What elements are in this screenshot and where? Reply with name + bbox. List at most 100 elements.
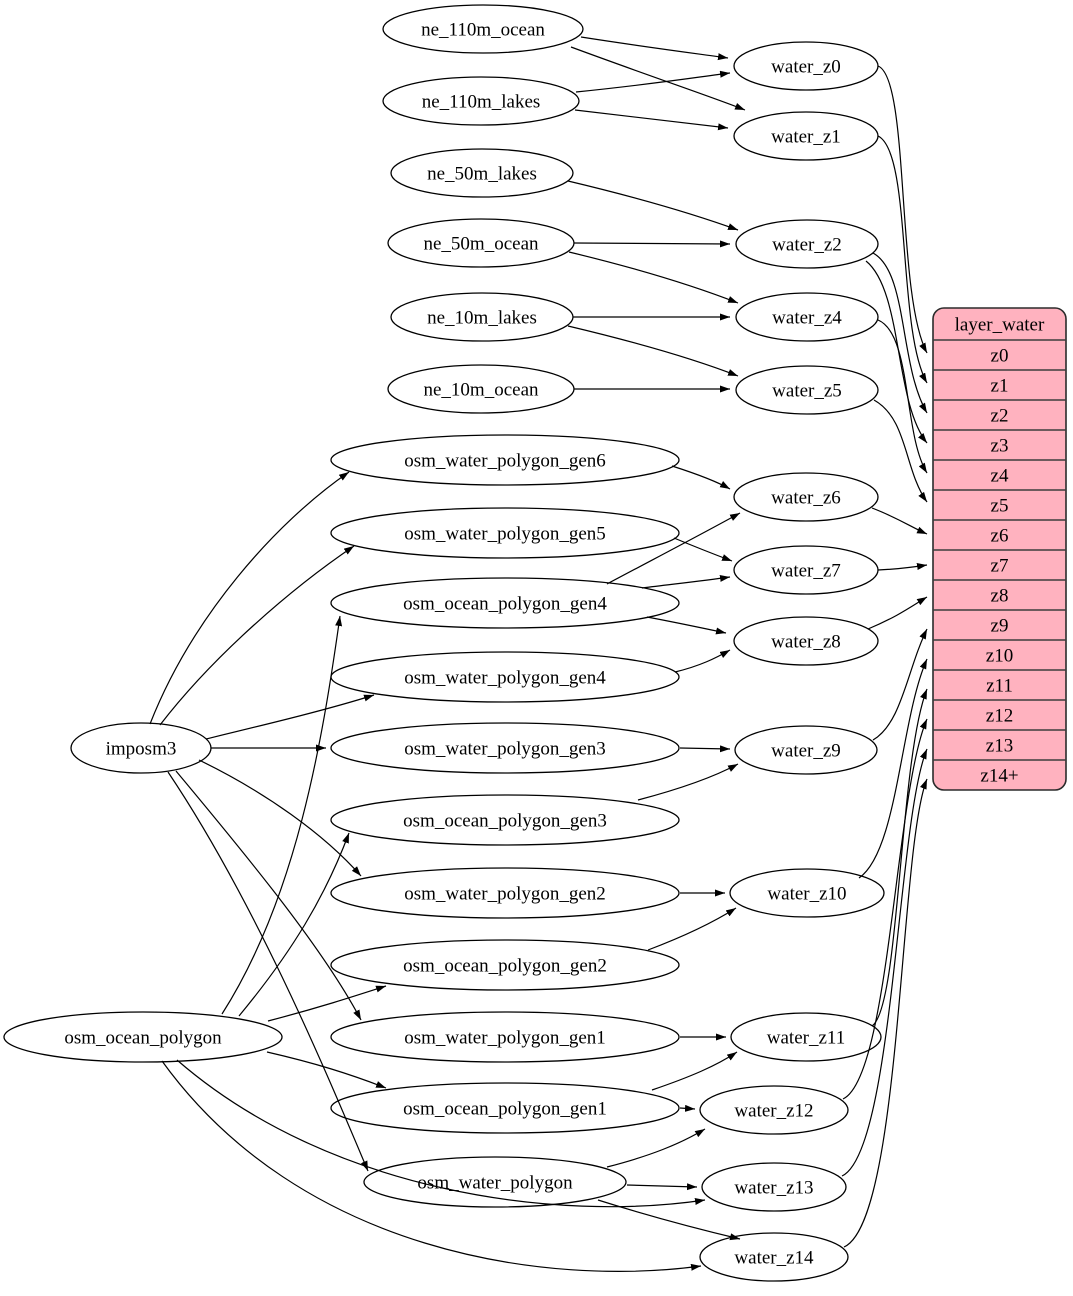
node-ellipse-osm_ocean_polygon_gen1	[330, 1082, 680, 1134]
edge-ne_10m_lakes-water_z5	[567, 325, 739, 377]
edge-imposm3-osm_water_polygon_gen1	[175, 770, 362, 1021]
node-label-ne_50m_lakes: ne_50m_lakes	[427, 163, 537, 184]
node-ellipse-water_z14	[699, 1232, 849, 1282]
node-label-osm_water_polygon: osm_water_polygon	[417, 1172, 573, 1193]
edge-osm_water_polygon_gen3-water_z9	[679, 745, 731, 753]
edge-osm_ocean_polygon_gen1-water_z11	[651, 1051, 738, 1091]
edge-ne_110m_ocean-water_z1	[570, 46, 746, 111]
node-ellipse-osm_water_polygon_gen1	[330, 1011, 680, 1063]
edge-osm_ocean_polygon_gen2-water_z10	[647, 907, 737, 951]
node-ne_10m_ocean: ne_10m_ocean	[387, 364, 575, 414]
node-osm_water_polygon_gen4: osm_water_polygon_gen4	[330, 651, 680, 703]
edge-osm_ocean_polygon-osm_ocean_polygon_gen4	[221, 615, 343, 1015]
node-osm_ocean_polygon_gen2: osm_ocean_polygon_gen2	[330, 939, 680, 991]
node-ellipse-osm_water_polygon	[363, 1156, 627, 1208]
node-imposm3: imposm3	[70, 722, 212, 774]
node-osm_water_polygon_gen3: osm_water_polygon_gen3	[330, 722, 680, 774]
row-z0: z0	[991, 345, 1009, 366]
node-water_z5: water_z5	[735, 365, 879, 415]
edge-osm_ocean_polygon-osm_ocean_polygon_gen2	[267, 985, 387, 1022]
edge-imposm3-osm_water_polygon_gen5	[159, 545, 355, 726]
node-osm_ocean_polygon_gen1: osm_ocean_polygon_gen1	[330, 1082, 680, 1134]
row-z2: z2	[991, 405, 1009, 426]
row-z14+: z14+	[980, 765, 1018, 786]
edge-water_z6-z6	[871, 507, 928, 535]
row-z1: z1	[991, 375, 1009, 396]
node-label-water_z12: water_z12	[734, 1100, 813, 1121]
edge-ne_50m_lakes-water_z2	[567, 180, 739, 231]
edge-water_z2-z3	[865, 260, 928, 444]
edge-layer	[149, 36, 928, 1272]
edge-osm_ocean_polygon_gen3-water_z9	[637, 763, 739, 801]
node-ellipse-water_z10	[729, 868, 885, 918]
node-label-water_z0: water_z0	[771, 56, 841, 77]
edge-ne_50m_ocean-water_z4	[568, 251, 739, 304]
node-osm_ocean_polygon: osm_ocean_polygon	[3, 1011, 283, 1063]
node-water_z1: water_z1	[733, 111, 879, 161]
edge-water_z7-z7	[877, 563, 928, 571]
node-water_z2: water_z2	[735, 219, 879, 269]
edge-imposm3-osm_water_polygon_gen2	[198, 759, 362, 877]
edge-osm_water_polygon-water_z13	[626, 1183, 698, 1191]
row-z12: z12	[986, 705, 1013, 726]
node-ne_50m_lakes: ne_50m_lakes	[390, 148, 574, 198]
edge-ne_110m_lakes-water_z0	[575, 70, 731, 93]
node-ellipse-ne_50m_lakes	[390, 148, 574, 198]
node-ne_10m_lakes: ne_10m_lakes	[390, 292, 574, 342]
node-label-water_z14: water_z14	[734, 1247, 814, 1268]
node-osm_water_polygon_gen1: osm_water_polygon_gen1	[330, 1011, 680, 1063]
node-ellipse-ne_110m_ocean	[382, 4, 584, 54]
edge-water_z8-z8	[867, 596, 928, 630]
node-ne_110m_lakes: ne_110m_lakes	[382, 76, 580, 126]
node-label-osm_ocean_polygon: osm_ocean_polygon	[64, 1027, 222, 1048]
node-ellipse-water_z2	[735, 219, 879, 269]
node-ne_110m_ocean: ne_110m_ocean	[382, 4, 584, 54]
node-ellipse-osm_ocean_polygon_gen2	[330, 939, 680, 991]
node-label-osm_ocean_polygon_gen2: osm_ocean_polygon_gen2	[403, 955, 607, 976]
edge-osm_water_polygon-water_z12	[606, 1128, 706, 1168]
edge-water_z10-z10	[858, 658, 928, 879]
node-label-ne_10m_ocean: ne_10m_ocean	[423, 379, 539, 400]
node-water_z13: water_z13	[701, 1162, 847, 1212]
edge-osm_ocean_polygon-osm_ocean_polygon_gen3	[238, 832, 350, 1017]
node-label-water_z10: water_z10	[767, 883, 846, 904]
row-z9: z9	[991, 615, 1009, 636]
row-z13: z13	[986, 735, 1013, 756]
node-osm_water_polygon_gen6: osm_water_polygon_gen6	[330, 434, 680, 486]
edge-osm_water_polygon_gen5-water_z7	[673, 537, 733, 562]
node-ellipse-water_z8	[733, 616, 879, 666]
node-ellipse-water_z11	[730, 1012, 882, 1062]
edge-water_z11-z11	[871, 688, 928, 1027]
node-label-water_z1: water_z1	[771, 126, 841, 147]
edge-ne_110m_ocean-water_z0	[580, 36, 729, 61]
node-label-water_z13: water_z13	[734, 1177, 813, 1198]
node-label-water_z2: water_z2	[772, 234, 842, 255]
node-water_z6: water_z6	[733, 472, 879, 522]
edge-osm_water_polygon-water_z14	[597, 1199, 741, 1241]
edge-imposm3-osm_water_polygon_gen6	[149, 471, 350, 725]
node-water_z8: water_z8	[733, 616, 879, 666]
layer-water-title: layer_water	[955, 314, 1045, 335]
node-label-osm_ocean_polygon_gen3: osm_ocean_polygon_gen3	[403, 810, 607, 831]
layer-water-table: layer_water z0 z1 z2 z3 z4 z5 z6 z7 z8 z9 z10 z11 z12…	[932, 307, 1067, 791]
edge-osm_ocean_polygon-osm_ocean_polygon_gen1	[266, 1051, 387, 1089]
edge-osm_ocean_polygon_gen1-water_z12	[679, 1104, 696, 1112]
node-label-osm_ocean_polygon_gen4: osm_ocean_polygon_gen4	[403, 593, 607, 614]
node-water_z12: water_z12	[699, 1085, 849, 1135]
edge-water_z14-z14+	[843, 778, 928, 1248]
node-label-ne_10m_lakes: ne_10m_lakes	[427, 307, 537, 328]
edge-ne_110m_lakes-water_z1	[574, 109, 729, 131]
node-label-water_z9: water_z9	[771, 740, 841, 761]
row-z5: z5	[991, 495, 1009, 516]
node-label-ne_50m_ocean: ne_50m_ocean	[423, 233, 539, 254]
edge-water_z0-z0	[877, 65, 928, 354]
row-z10: z10	[986, 645, 1013, 666]
node-water_z11: water_z11	[730, 1012, 882, 1062]
node-ellipse-ne_110m_lakes	[382, 76, 580, 126]
node-label-ne_110m_lakes: ne_110m_lakes	[422, 91, 541, 112]
node-ellipse-osm_ocean_polygon	[3, 1011, 283, 1063]
node-water_z10: water_z10	[729, 868, 885, 918]
node-label-osm_water_polygon_gen4: osm_water_polygon_gen4	[404, 667, 606, 688]
